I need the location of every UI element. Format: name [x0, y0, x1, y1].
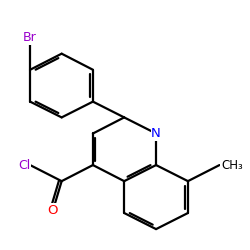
- Text: Cl: Cl: [18, 158, 30, 172]
- Text: O: O: [48, 204, 58, 217]
- Text: Br: Br: [23, 31, 37, 44]
- Text: CH₃: CH₃: [221, 158, 243, 172]
- Text: N: N: [151, 127, 161, 140]
